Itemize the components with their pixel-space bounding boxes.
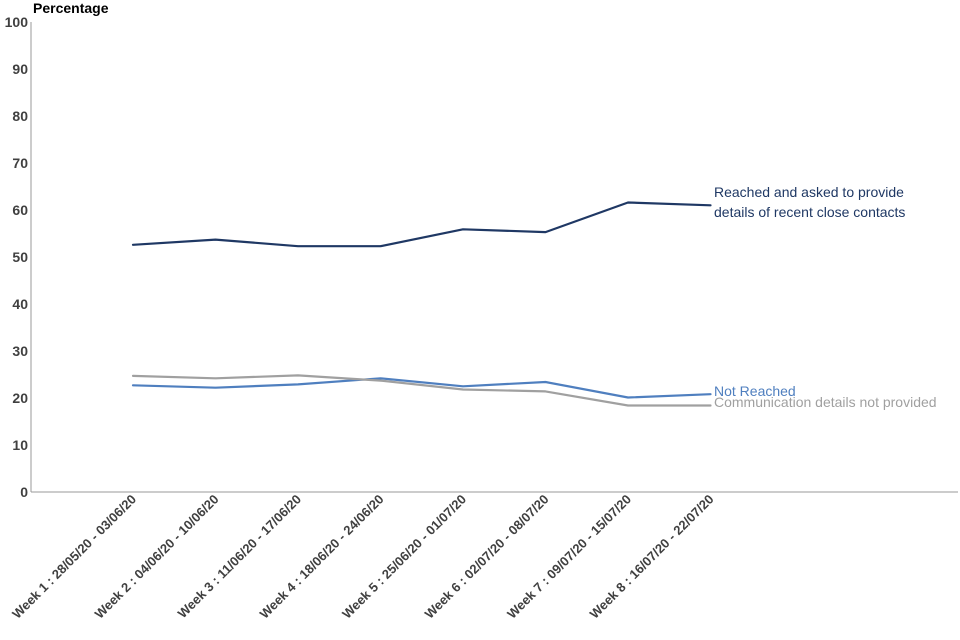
series-line [131, 201, 712, 248]
series-label: Reached and asked to provide [714, 184, 904, 200]
series-line [131, 377, 712, 399]
series-label: details of recent close contacts [714, 204, 905, 220]
y-tick-label: 60 [12, 202, 28, 218]
y-tick-label: 10 [12, 437, 28, 453]
y-tick-label: 20 [12, 390, 28, 406]
y-tick-label: 90 [12, 61, 28, 77]
y-tick-label: 70 [12, 155, 28, 171]
series-label: Communication details not provided [714, 394, 937, 410]
series-line [131, 374, 712, 407]
y-tick-label: 80 [12, 108, 28, 124]
series-label: Not Reached [714, 383, 796, 399]
series-labels: Reached and asked to provide details of … [714, 184, 937, 410]
series-lines [131, 201, 712, 407]
y-tick-label: 40 [12, 296, 28, 312]
y-tick-label: 50 [12, 249, 28, 265]
y-tick-label: 0 [20, 484, 28, 500]
y-tick-label: 100 [5, 14, 29, 30]
y-tick-labels: 0 10 20 30 40 50 60 70 80 90 100 [5, 14, 29, 500]
y-axis-title: Percentage [33, 0, 109, 16]
y-tick-label: 30 [12, 343, 28, 359]
